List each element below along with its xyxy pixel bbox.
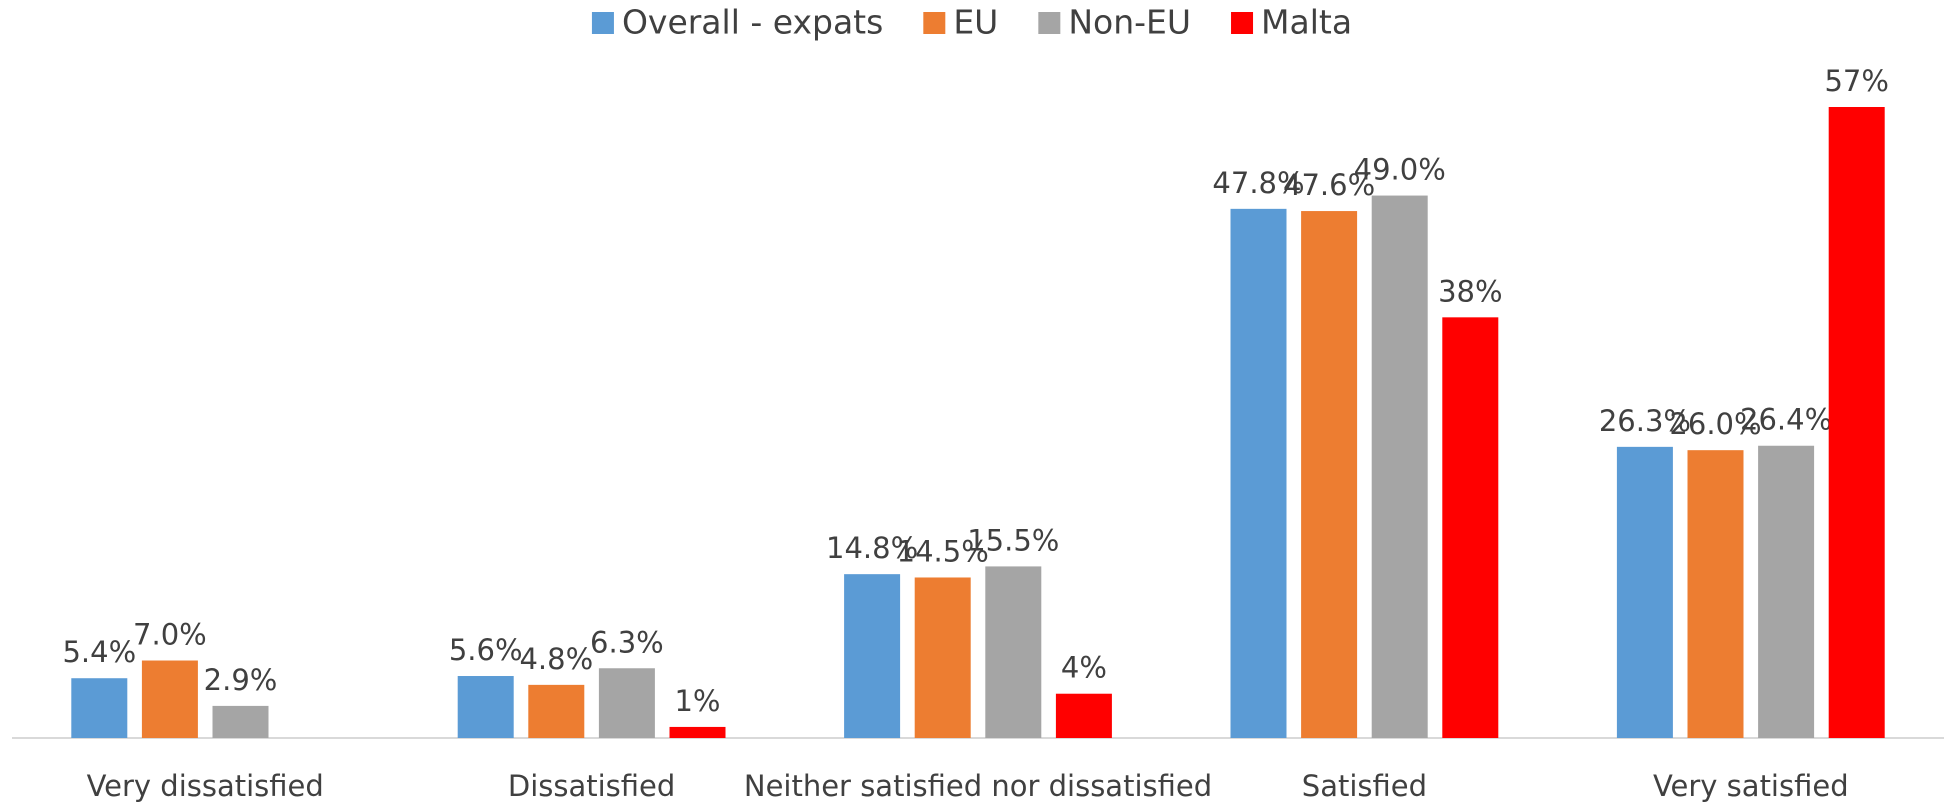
legend-label: EU bbox=[953, 3, 998, 42]
data-label: 5.6% bbox=[449, 633, 523, 667]
bar bbox=[528, 684, 585, 738]
data-label: 47.6% bbox=[1283, 168, 1375, 202]
data-label: 7.0% bbox=[133, 618, 207, 652]
data-label: 4.8% bbox=[519, 642, 593, 676]
data-label: 14.5% bbox=[897, 534, 989, 568]
bar bbox=[71, 678, 128, 738]
legend-swatch bbox=[591, 12, 614, 34]
legend-label: Malta bbox=[1261, 3, 1352, 42]
bar bbox=[598, 668, 655, 738]
bar bbox=[985, 566, 1042, 738]
bar bbox=[1828, 107, 1885, 738]
data-label: 49.0% bbox=[1354, 153, 1446, 187]
x-tick-label: Very satisfied bbox=[1653, 769, 1849, 803]
bar bbox=[212, 705, 269, 738]
bar bbox=[1687, 450, 1744, 738]
legend-swatch bbox=[1038, 12, 1061, 34]
data-label: 47.8% bbox=[1212, 166, 1304, 200]
data-label: 57% bbox=[1824, 64, 1888, 98]
legend-swatch bbox=[1231, 12, 1254, 34]
bar bbox=[1758, 445, 1815, 738]
data-label: 26.0% bbox=[1669, 407, 1761, 441]
x-tick-label: Very dissatisfied bbox=[87, 769, 324, 803]
bar bbox=[669, 726, 726, 738]
x-tick-label: Dissatisfied bbox=[508, 769, 675, 803]
data-label: 4% bbox=[1061, 651, 1107, 685]
bar bbox=[1055, 693, 1112, 738]
data-label: 1% bbox=[674, 684, 720, 718]
data-label: 14.8% bbox=[826, 531, 918, 565]
data-label: 38% bbox=[1438, 274, 1502, 308]
data-label: 2.9% bbox=[204, 663, 278, 697]
bar bbox=[914, 577, 971, 738]
data-label: 15.5% bbox=[967, 523, 1059, 557]
x-tick-label: Neither satisfied nor dissatisfied bbox=[744, 769, 1212, 803]
bar bbox=[1442, 317, 1499, 738]
bar bbox=[1230, 208, 1287, 739]
legend-swatch bbox=[923, 12, 946, 34]
legend-label: Overall - expats bbox=[622, 3, 883, 42]
data-label: 26.3% bbox=[1599, 404, 1691, 438]
bar bbox=[457, 676, 514, 738]
bar bbox=[1371, 195, 1428, 738]
data-label: 6.3% bbox=[590, 625, 664, 659]
bar bbox=[141, 660, 198, 738]
bar bbox=[1616, 446, 1673, 738]
data-label: 26.4% bbox=[1740, 403, 1832, 437]
bar bbox=[1301, 211, 1358, 739]
legend-label: Non-EU bbox=[1068, 3, 1191, 42]
x-tick-label: Satisfied bbox=[1302, 769, 1427, 803]
bar bbox=[844, 574, 901, 738]
data-label: 5.4% bbox=[62, 635, 136, 669]
